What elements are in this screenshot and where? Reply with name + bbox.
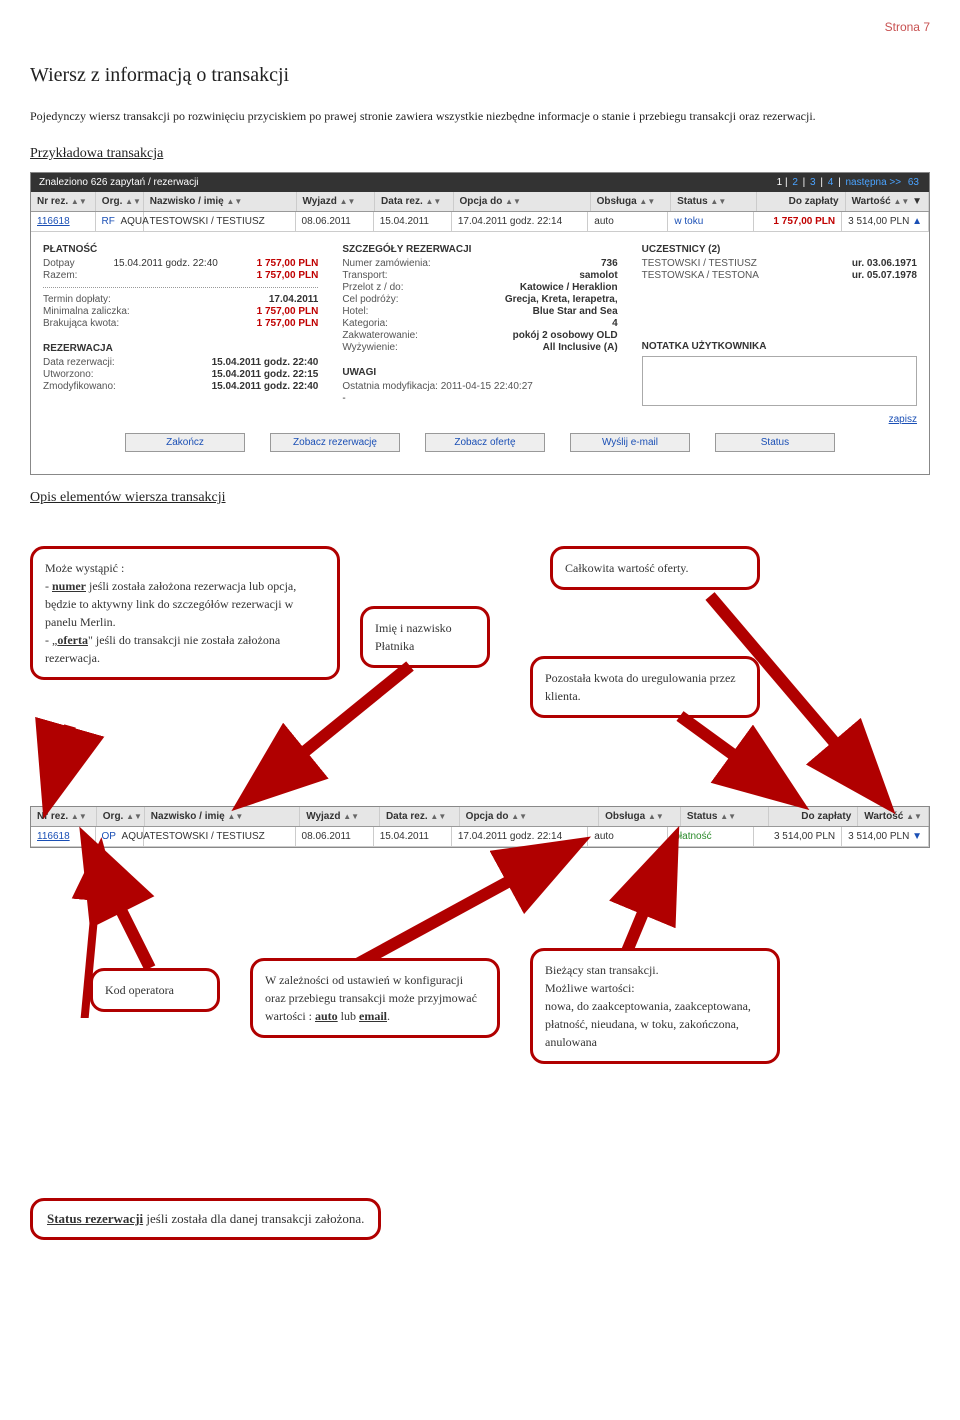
reservation-link[interactable]: 116618: [37, 831, 70, 842]
results-topbar: Znaleziono 626 zapytań / rezerwacji 1 | …: [31, 173, 929, 192]
collapse-icon[interactable]: ▲: [912, 216, 922, 227]
table-row: 116618 RF AQUA TESTOWSKI / TESTIUSZ 08.0…: [31, 212, 929, 232]
pager-link[interactable]: 4: [828, 177, 834, 188]
cell-status: płatność: [674, 831, 711, 842]
cell-wartosc: 3 514,00 PLN ▲: [842, 212, 929, 231]
expanded-details: PŁATNOŚĆ Dotpay15.04.2011 godz. 22:401 7…: [31, 232, 929, 474]
payer-name: TESTOWSKI / TESTIUSZ: [144, 212, 296, 231]
callout-obsluga: W zależności od ustawień w konfiguracji …: [250, 958, 500, 1038]
col-wartosc[interactable]: Wartość ▲▼ ▼: [846, 192, 929, 211]
pager-current: 1: [777, 177, 783, 188]
btn-status[interactable]: Status: [715, 433, 835, 452]
callouts-top: Może wystąpić : - numer jeśli została za…: [30, 526, 930, 786]
heading-notatka: NOTATKA UŻYTKOWNIKA: [642, 341, 917, 352]
col-nr[interactable]: Nr rez. ▲▼: [31, 192, 96, 211]
heading-rezerwacja: REZERWACJA: [43, 343, 318, 354]
reservation-link[interactable]: 116618: [37, 216, 70, 227]
col-datarez[interactable]: Data rez. ▲▼: [375, 192, 453, 211]
callout-platnik: Imię i nazwisko Płatnika: [360, 606, 490, 668]
page-title: Wiersz z informacją o transakcji: [30, 64, 930, 87]
btn-wyslij-email[interactable]: Wyślij e-mail: [570, 433, 690, 452]
col-org[interactable]: Org. ▲▼: [96, 192, 144, 211]
btn-zobacz-rez[interactable]: Zobacz rezerwację: [270, 433, 400, 452]
callout-numer: Może wystąpić : - numer jeśli została za…: [30, 546, 340, 680]
col-details: SZCZEGÓŁY REZERWACJI Numer zamówienia:73…: [342, 238, 617, 425]
callout-kod-operatora: Kod operatora: [90, 968, 220, 1012]
btn-zakoncz[interactable]: Zakończ: [125, 433, 245, 452]
note-textarea[interactable]: [642, 356, 917, 406]
callout-wartosc: Całkowita wartość oferty.: [550, 546, 760, 590]
screenshot-expanded: Znaleziono 626 zapytań / rezerwacji 1 | …: [30, 172, 930, 475]
heading-uczestnicy: UCZESTNICY (2): [642, 244, 917, 255]
cell-wyjazd: 08.06.2011: [296, 212, 374, 231]
col-obsluga[interactable]: Obsługa ▲▼: [591, 192, 671, 211]
page-number: Strona 7: [30, 20, 930, 34]
intro-text: Pojedynczy wiersz transakcji po rozwinię…: [30, 107, 930, 126]
section-opis: Opis elementów wiersza transakcji: [30, 490, 930, 506]
pager-last[interactable]: 63: [908, 177, 919, 188]
results-count: Znaleziono 626 zapytań / rezerwacji: [39, 177, 199, 188]
heading-szczegoly: SZCZEGÓŁY REZERWACJI: [342, 244, 617, 255]
cell-zaplaty: 1 757,00 PLN: [773, 216, 835, 227]
table-header: Nr rez. ▲▼ Org. ▲▼ Nazwisko / imię ▲▼ Wy…: [31, 192, 929, 212]
heading-platnosc: PŁATNOŚĆ: [43, 244, 318, 255]
pager: 1 | 2 | 3 | 4 | następna >> 63: [777, 177, 921, 188]
org-code: OP: [102, 831, 116, 842]
expand-icon[interactable]: ▼: [912, 831, 922, 842]
cell-status: w toku: [674, 216, 703, 227]
cell-datarez: 15.04.2011: [374, 212, 452, 231]
btn-zobacz-oferte[interactable]: Zobacz ofertę: [425, 433, 545, 452]
table-row-2: 116618 OP AQUA TESTOWSKI / TESTIUSZ 08.0…: [31, 827, 929, 847]
callout-kwota: Pozostała kwota do uregulowania przez kl…: [530, 656, 760, 718]
save-link[interactable]: zapisz: [889, 414, 917, 425]
section-example: Przykładowa transakcja: [30, 146, 930, 162]
col-status[interactable]: Status ▲▼: [671, 192, 757, 211]
callouts-bottom: Kod operatora W zależności od ustawień w…: [30, 858, 930, 1158]
col-name[interactable]: Nazwisko / imię ▲▼: [144, 192, 297, 211]
org-code: RF: [102, 216, 115, 227]
col-payment: PŁATNOŚĆ Dotpay15.04.2011 godz. 22:401 7…: [43, 238, 318, 425]
pager-next[interactable]: następna >>: [845, 177, 901, 188]
col-zaplaty[interactable]: Do zapłaty: [757, 192, 845, 211]
heading-uwagi: UWAGI: [342, 367, 617, 378]
screenshot-row: Nr rez. ▲▼ Org. ▲▼ Nazwisko / imię ▲▼ Wy…: [30, 806, 930, 848]
col-participants: UCZESTNICY (2) TESTOWSKI / TESTIUSZur. 0…: [642, 238, 917, 425]
cell-obsluga: auto: [588, 212, 668, 231]
col-wyjazd[interactable]: Wyjazd ▲▼: [297, 192, 375, 211]
pager-link[interactable]: 2: [792, 177, 798, 188]
callout-status: Bieżący stan transakcji. Możliwe wartośc…: [530, 948, 780, 1064]
cell-opcja: 17.04.2011 godz. 22:14: [452, 212, 588, 231]
action-buttons: Zakończ Zobacz rezerwację Zobacz ofertę …: [43, 425, 917, 462]
table-header-2: Nr rez. ▲▼ Org. ▲▼ Nazwisko / imię ▲▼ Wy…: [31, 807, 929, 827]
col-opcja[interactable]: Opcja do ▲▼: [454, 192, 591, 211]
pager-link[interactable]: 3: [810, 177, 816, 188]
callout-status-rezerwacji: Status rezerwacji jeśli została dla dane…: [30, 1198, 381, 1240]
